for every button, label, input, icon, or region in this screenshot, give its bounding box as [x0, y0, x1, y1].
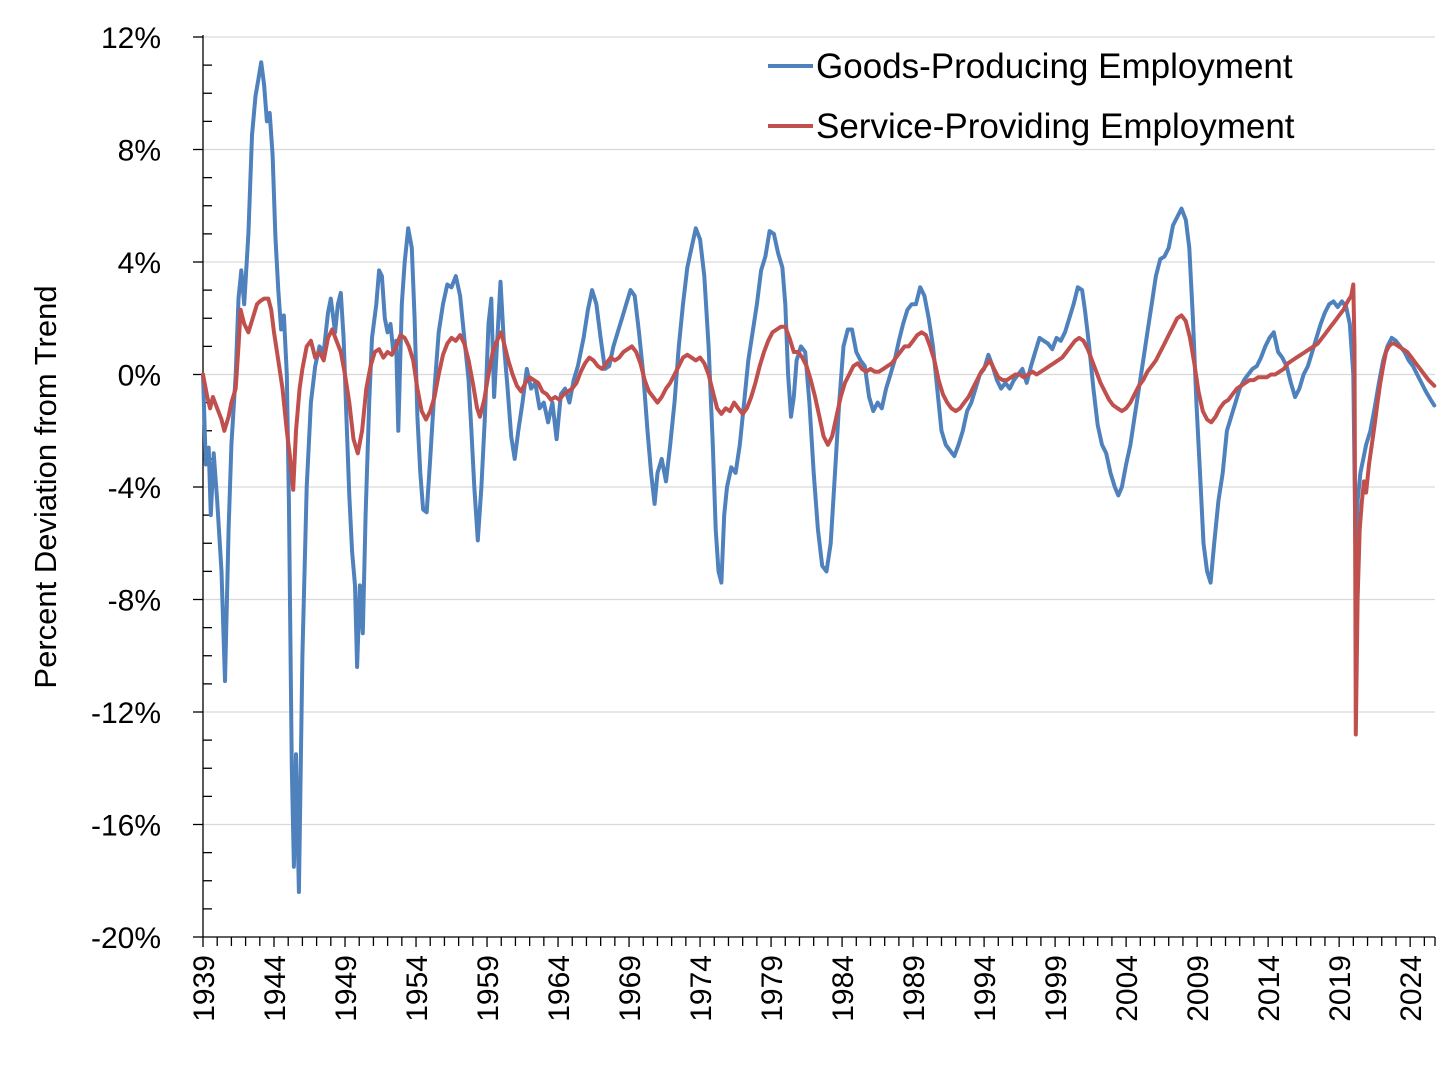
- y-tick-label: -4%: [108, 472, 161, 505]
- x-tick-labels: 1939 1944 1949 1954 1959 1964 1969 1974 1979 1984…: [188, 955, 1428, 1022]
- x-tick-label: 1969: [614, 955, 647, 1022]
- x-tick-label: 2024: [1395, 955, 1428, 1022]
- series-line-goods-producing: [201, 60, 1437, 894]
- y-tick-label: 4%: [118, 247, 161, 280]
- y-axis-label: Percent Deviation from Trend: [28, 285, 63, 688]
- x-tick-label: 2019: [1324, 955, 1357, 1022]
- x-tick-label: 2009: [1182, 955, 1215, 1022]
- y-tick-label: 8%: [118, 135, 161, 168]
- y-tick-label: -12%: [91, 697, 161, 730]
- y-tick-label: 12%: [101, 22, 161, 55]
- series-lines: [201, 60, 1437, 894]
- y-tick-label: -16%: [91, 810, 161, 843]
- x-tick-label: 1939: [188, 955, 221, 1022]
- y-tick-label: -20%: [91, 922, 161, 955]
- legend-label: Service-Providing Employment: [816, 107, 1295, 146]
- x-tick-label: 1944: [259, 955, 292, 1022]
- gridlines: [203, 36, 1435, 826]
- x-tick-label: 1949: [330, 955, 363, 1022]
- y-tick-labels: 12% 8% 4% 0% -4% -8% -12% -16% -20%: [91, 22, 161, 955]
- x-tick-label: 1964: [543, 955, 576, 1022]
- x-tick-label: 1999: [1040, 955, 1073, 1022]
- x-tick-label: 1974: [685, 955, 718, 1022]
- x-tick-label: 1994: [969, 955, 1002, 1022]
- x-tick-label: 1979: [756, 955, 789, 1022]
- x-tick-label: 2004: [1111, 955, 1144, 1022]
- legend: Goods-Producing Employment Service-Provid…: [768, 47, 1295, 146]
- axes: [193, 35, 1436, 947]
- series-line-service-providing: [201, 282, 1437, 737]
- x-tick-label: 2014: [1253, 955, 1286, 1022]
- x-tick-label: 1959: [472, 955, 505, 1022]
- y-tick-label: 0%: [118, 360, 161, 393]
- y-tick-label: -8%: [108, 585, 161, 618]
- legend-label: Goods-Producing Employment: [816, 47, 1293, 86]
- x-tick-label: 1954: [401, 955, 434, 1022]
- x-tick-label: 1989: [898, 955, 931, 1022]
- x-tick-label: 1984: [827, 955, 860, 1022]
